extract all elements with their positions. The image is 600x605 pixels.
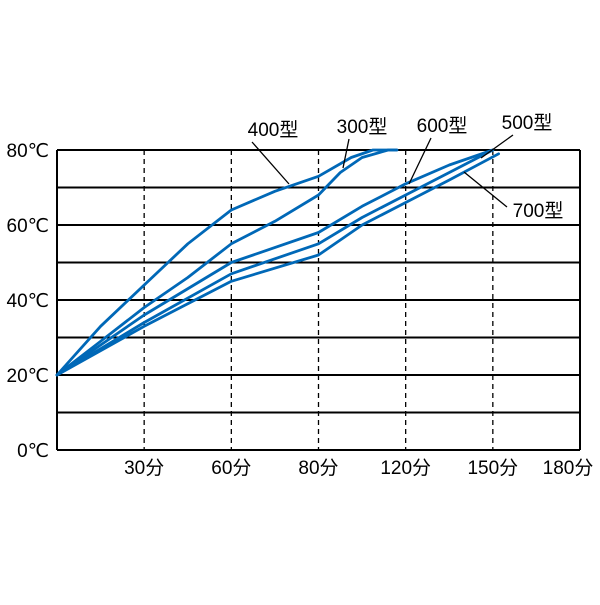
annotation-label-1: 300型: [337, 116, 388, 138]
x-tick-label: 180分: [543, 457, 594, 479]
series-line-2: [55, 148, 495, 377]
y-tick-label: 80℃: [7, 141, 49, 162]
y-tick-label: 20℃: [7, 366, 49, 387]
y-tick-label: 0℃: [17, 441, 49, 462]
x-tick-label: 60分: [211, 457, 251, 479]
annotation-leader-line-1: [342, 138, 350, 169]
annotation-leader-line-0: [251, 141, 290, 185]
series-line-1: [55, 148, 399, 377]
x-tick-label: 80分: [298, 457, 338, 479]
x-tick-label: 150分: [467, 457, 518, 479]
series-line-4: [55, 152, 501, 377]
series-line-3: [55, 148, 495, 377]
x-tick-label: 30分: [124, 457, 164, 479]
annotation-label-4: 700型: [513, 200, 564, 222]
annotation-leader-line-2: [408, 137, 432, 185]
annotation-leader-line-4: [463, 171, 508, 208]
y-tick-label: 60℃: [7, 216, 49, 237]
x-tick-label: 120分: [380, 457, 431, 479]
annotation-leader-line-3: [480, 134, 514, 159]
annotation-label-2: 600型: [417, 115, 468, 137]
annotation-label-0: 400型: [248, 119, 299, 141]
y-tick-label: 40℃: [7, 291, 49, 312]
annotation-label-3: 500型: [502, 112, 553, 134]
series-line-0: [55, 148, 399, 377]
